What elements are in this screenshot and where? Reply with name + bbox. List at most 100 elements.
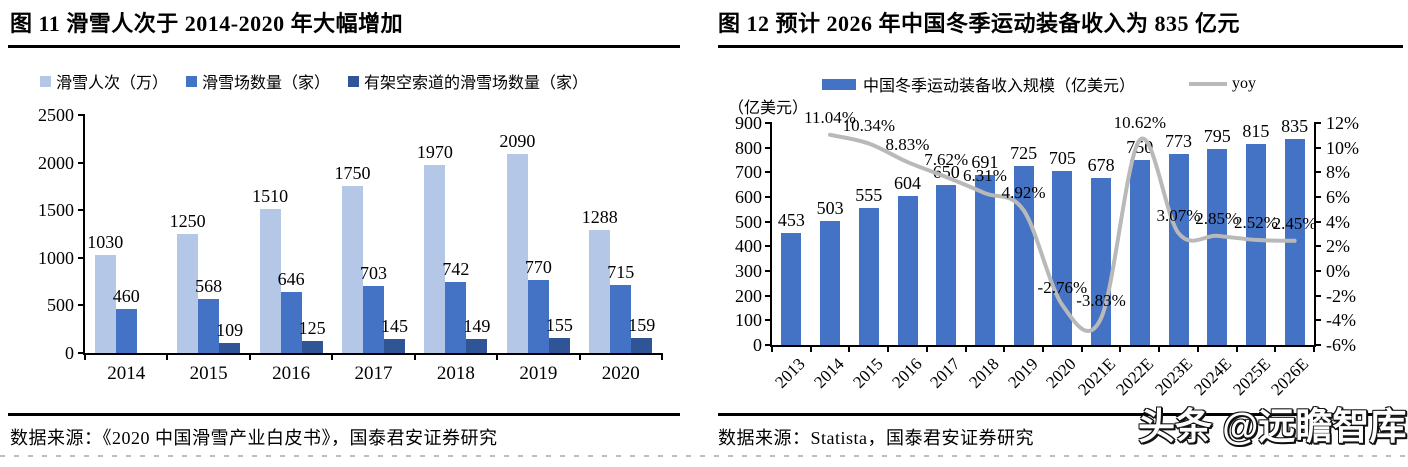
legend-label: 有架空索道的滑雪场数量（家） bbox=[364, 75, 589, 92]
figure-11-chart: 滑雪人次（万） 滑雪场数量（家） 有架空索道的滑雪场数量（家） 0 500 1000 150… bbox=[38, 69, 663, 384]
left-axis-line bbox=[770, 123, 772, 345]
x-axis-tick bbox=[964, 345, 967, 352]
left-axis-tick-label: 400 bbox=[735, 236, 762, 257]
x-axis-tick bbox=[771, 345, 773, 352]
bar-value-label: 835 bbox=[1281, 116, 1309, 137]
bar-value-label: 453 bbox=[777, 210, 805, 231]
bar bbox=[820, 220, 841, 345]
bar bbox=[115, 309, 137, 353]
yoy-value-label: 6.31% bbox=[962, 166, 1007, 186]
left-axis-tick-label: 100 bbox=[735, 310, 762, 331]
x-axis-tick bbox=[331, 353, 334, 360]
bar-value-label: 2090 bbox=[499, 131, 536, 152]
figure-11-panel: 图 11 滑雪人次于 2014-2020 年大幅增加 滑雪人次（万） 滑雪场数量（… bbox=[8, 11, 680, 448]
legend-label: 中国冬季运动装备收入规模（亿美元） bbox=[863, 78, 1136, 95]
x-axis-tick bbox=[1080, 345, 1083, 352]
figure-12-title-underline bbox=[718, 45, 1403, 48]
bar-value-label: 646 bbox=[277, 268, 305, 289]
bar bbox=[301, 341, 323, 353]
y-axis-line bbox=[83, 115, 85, 353]
legend-line-swatch-icon bbox=[1189, 82, 1228, 86]
x-axis-category-label: 2022E bbox=[1112, 354, 1158, 400]
x-axis-category-label: 2018 bbox=[436, 363, 475, 384]
right-axis-tick bbox=[1314, 196, 1321, 198]
figure-12-panel: 图 12 预计 2026 年中国冬季运动装备收入为 835 亿元 中国冬季运动装… bbox=[704, 0, 1408, 467]
bar-value-label: 159 bbox=[628, 314, 656, 335]
left-axis-tick bbox=[765, 122, 772, 124]
figure-12-source-divider bbox=[718, 413, 1395, 416]
x-axis-tick bbox=[166, 353, 169, 360]
figure-11-source-divider bbox=[8, 413, 680, 416]
x-axis-category-label: 2014 bbox=[107, 363, 146, 384]
left-axis-tick-label: 500 bbox=[735, 211, 762, 232]
legend-bar-swatch-icon bbox=[822, 78, 856, 90]
yoy-value-label: 10.62% bbox=[1113, 113, 1166, 133]
left-axis-tick bbox=[765, 196, 772, 198]
right-axis-tick bbox=[1314, 344, 1321, 346]
watermark-text: 头条 @远瞻智库 bbox=[1138, 406, 1407, 447]
x-axis-tick bbox=[661, 353, 663, 360]
legend-item-yoy: yoy bbox=[1189, 75, 1256, 93]
x-axis-tick bbox=[1042, 345, 1044, 352]
right-axis-line bbox=[1314, 123, 1316, 345]
y-axis-tick-label: 2500 bbox=[38, 105, 74, 125]
cropped-bottom-artifact bbox=[0, 455, 1408, 457]
bar-value-label: 109 bbox=[216, 319, 244, 340]
x-axis-tick bbox=[248, 353, 251, 360]
bar bbox=[527, 279, 549, 353]
yoy-value-label: 8.83% bbox=[885, 135, 930, 155]
yoy-value-label: 2.85% bbox=[1195, 208, 1240, 228]
bar bbox=[1284, 139, 1305, 345]
x-axis-category-label: 2020 bbox=[601, 363, 640, 384]
bar-value-label: 125 bbox=[298, 318, 326, 339]
bar bbox=[445, 282, 467, 353]
x-axis-category-label: 2026E bbox=[1267, 354, 1313, 400]
x-axis-tick bbox=[1158, 345, 1161, 352]
x-axis-category-label: 2015 bbox=[849, 354, 887, 392]
legend-item-revenue: 中国冬季运动装备收入规模（亿美元） bbox=[822, 72, 1135, 96]
legend-swatch-icon bbox=[348, 75, 360, 87]
x-axis-category-label: 2021E bbox=[1073, 354, 1119, 400]
y-axis-tick bbox=[78, 161, 85, 164]
bar bbox=[1129, 160, 1150, 345]
x-axis-category-label: 2017 bbox=[354, 363, 393, 384]
bar bbox=[424, 165, 446, 353]
bar bbox=[781, 233, 802, 345]
x-axis-tick bbox=[1274, 345, 1277, 352]
legend-label: 滑雪人次（万） bbox=[56, 75, 169, 92]
x-axis-category-label: 2023E bbox=[1151, 354, 1197, 400]
bar bbox=[506, 154, 528, 353]
right-axis-tick bbox=[1314, 245, 1321, 248]
bar-value-label: 460 bbox=[112, 286, 140, 307]
x-axis-category-label: 2013 bbox=[771, 354, 810, 392]
legend-item-1: 滑雪场数量（家） bbox=[186, 69, 330, 93]
legend-swatch-icon bbox=[40, 75, 51, 87]
y-axis-tick bbox=[78, 352, 85, 354]
x-axis-category-label: 2018 bbox=[965, 354, 1003, 392]
x-axis-category-label: 2019 bbox=[519, 363, 558, 384]
right-axis-tick-label: -4% bbox=[1326, 310, 1356, 331]
left-axis-tick bbox=[765, 294, 772, 297]
bar-value-label: 1250 bbox=[169, 211, 206, 231]
bar-value-label: 145 bbox=[381, 316, 408, 337]
x-axis-tick bbox=[848, 345, 851, 352]
figure-11-title: 图 11 滑雪人次于 2014-2020 年大幅增加 bbox=[10, 11, 404, 36]
left-axis-tick bbox=[765, 171, 772, 174]
x-axis-category-label: 2025E bbox=[1228, 354, 1274, 400]
bar bbox=[177, 234, 199, 353]
left-axis-tick-label: 0 bbox=[753, 335, 762, 355]
bar bbox=[548, 338, 570, 353]
bar bbox=[384, 339, 405, 353]
bar bbox=[363, 286, 384, 353]
x-axis-line bbox=[83, 353, 662, 355]
figure-11-title-underline bbox=[8, 45, 680, 48]
yoy-value-label: 2.45% bbox=[1272, 213, 1317, 233]
bar bbox=[1168, 154, 1189, 345]
y-axis-tick-label: 1500 bbox=[38, 200, 74, 221]
figure-12-source: 数据来源：Statista，国泰君安证券研究 bbox=[718, 428, 1034, 448]
legend-label: 滑雪场数量（家） bbox=[202, 75, 331, 92]
bar bbox=[631, 337, 653, 353]
bar bbox=[589, 230, 611, 353]
x-axis-tick bbox=[925, 345, 928, 352]
x-axis-tick bbox=[1003, 345, 1006, 352]
